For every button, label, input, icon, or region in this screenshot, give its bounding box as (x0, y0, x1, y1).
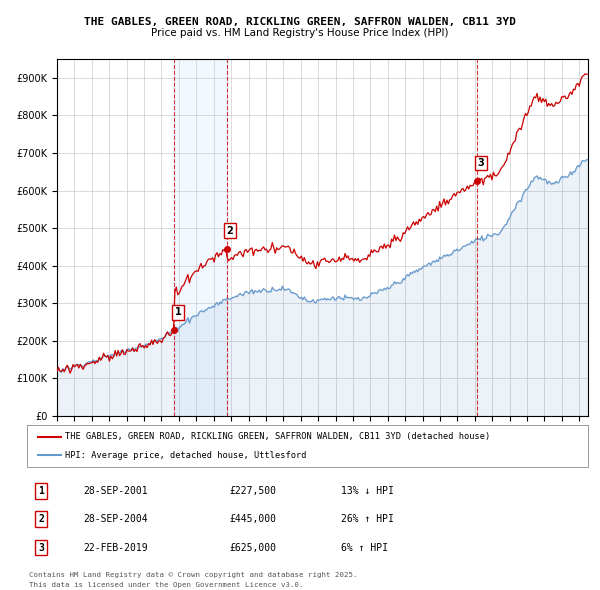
Text: 2: 2 (227, 225, 233, 235)
Text: THE GABLES, GREEN ROAD, RICKLING GREEN, SAFFRON WALDEN, CB11 3YD: THE GABLES, GREEN ROAD, RICKLING GREEN, … (84, 17, 516, 27)
Text: £625,000: £625,000 (229, 543, 276, 552)
Text: THE GABLES, GREEN ROAD, RICKLING GREEN, SAFFRON WALDEN, CB11 3YD (detached house: THE GABLES, GREEN ROAD, RICKLING GREEN, … (65, 432, 490, 441)
Text: 6% ↑ HPI: 6% ↑ HPI (341, 543, 388, 552)
Text: 22-FEB-2019: 22-FEB-2019 (83, 543, 148, 552)
Text: £227,500: £227,500 (229, 486, 276, 496)
Text: 28-SEP-2004: 28-SEP-2004 (83, 514, 148, 524)
Text: 2: 2 (38, 514, 44, 524)
Text: 28-SEP-2001: 28-SEP-2001 (83, 486, 148, 496)
Text: 26% ↑ HPI: 26% ↑ HPI (341, 514, 394, 524)
Text: This data is licensed under the Open Government Licence v3.0.: This data is licensed under the Open Gov… (29, 582, 304, 588)
Text: 13% ↓ HPI: 13% ↓ HPI (341, 486, 394, 496)
Text: £445,000: £445,000 (229, 514, 276, 524)
Text: Contains HM Land Registry data © Crown copyright and database right 2025.: Contains HM Land Registry data © Crown c… (29, 572, 358, 578)
Text: HPI: Average price, detached house, Uttlesford: HPI: Average price, detached house, Uttl… (65, 451, 307, 460)
Text: 3: 3 (478, 158, 484, 168)
Bar (175, 59, 227, 416)
Text: 1: 1 (175, 307, 181, 317)
Text: Price paid vs. HM Land Registry's House Price Index (HPI): Price paid vs. HM Land Registry's House … (151, 28, 449, 38)
Text: 1: 1 (38, 486, 44, 496)
Text: 3: 3 (38, 543, 44, 552)
